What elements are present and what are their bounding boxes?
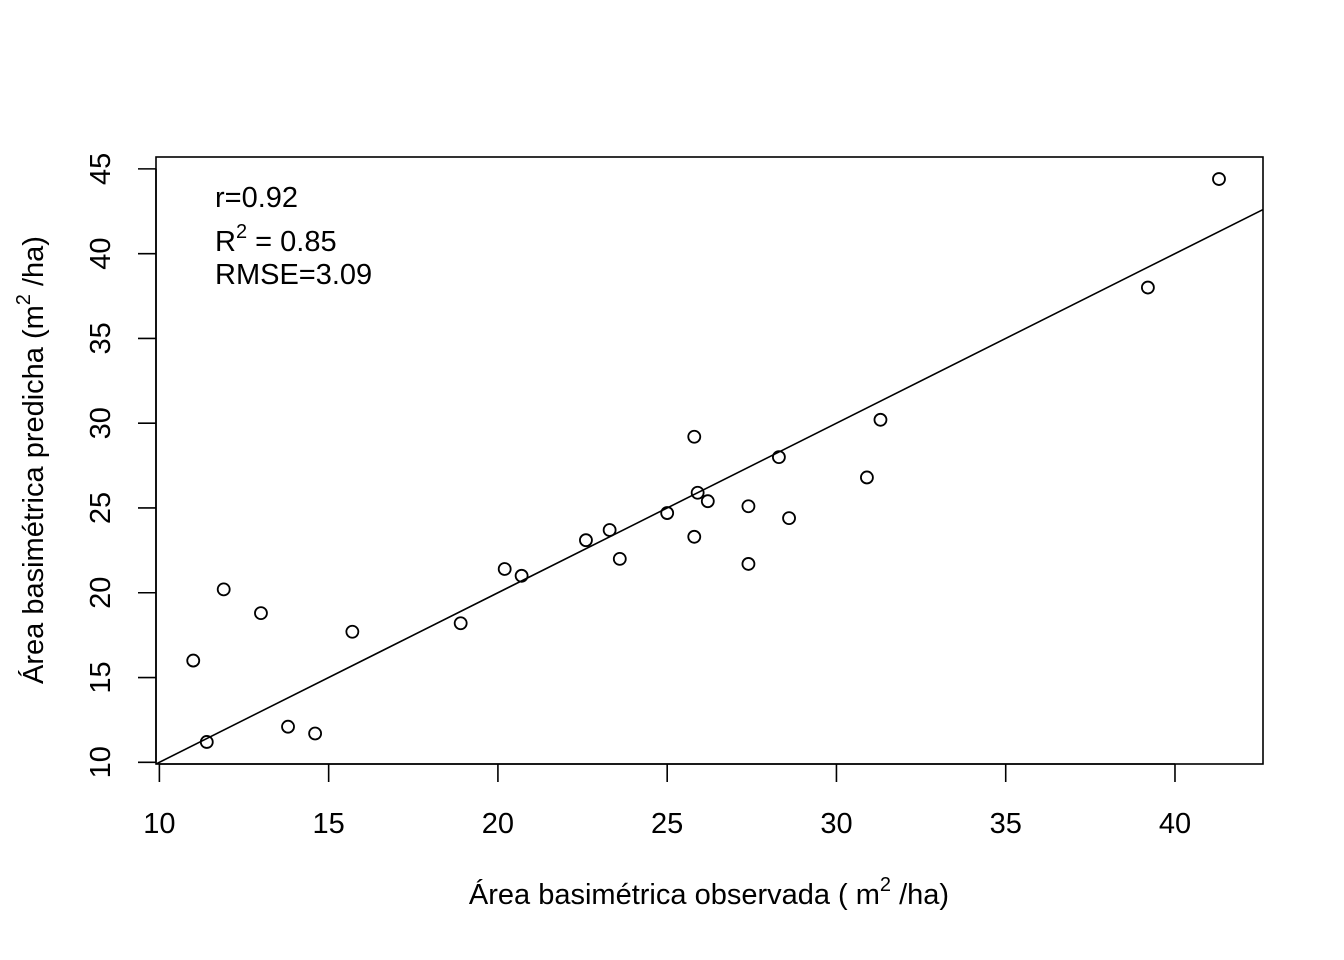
data-point [497,562,512,576]
fit-line [155,208,1264,765]
y-tick-label: 30 [85,407,117,439]
y-axis: 10 15 20 25 30 35 40 45 [85,153,157,778]
x-tick-label: 10 [143,808,175,840]
data-points [186,172,1226,749]
data-point [687,529,702,544]
x-axis-title-prefix: Área basimétrica observada ( m [469,878,880,911]
x-tick-label: 35 [990,808,1022,840]
annotation-r2-value: = 0.85 [247,226,337,258]
data-point [782,511,796,526]
annotation-rmse: RMSE=3.09 [215,259,372,291]
data-point [216,582,231,597]
y-axis-title-suffix: /ha) [18,236,50,294]
data-point [612,551,627,566]
annotation-r2-sup: 2 [236,221,247,243]
data-point [660,506,675,520]
data-point [602,523,617,537]
data-point [860,470,874,485]
data-point [873,412,888,427]
annotation-r2-base: R [215,226,236,258]
x-tick-label: 25 [651,808,683,840]
data-point [281,719,295,734]
y-tick-label: 35 [85,322,117,354]
data-point [186,653,201,668]
data-point [199,735,214,749]
x-tick-label: 40 [1159,808,1191,840]
y-tick-label: 15 [85,661,117,693]
data-point [254,606,268,620]
data-point [1212,172,1226,186]
y-axis-title: Área basimétrica predicha (m2 /ha) [13,236,50,684]
y-tick-label: 10 [85,746,117,778]
data-point [1140,280,1155,295]
y-tick-label: 45 [85,153,117,185]
annotation-r: r=0.92 [215,182,298,214]
x-axis-title-suffix: /ha) [891,879,949,911]
y-axis-title-sup: 2 [13,294,35,305]
data-point [741,499,756,514]
y-tick-label: 25 [85,492,117,524]
x-tick-label: 15 [313,808,345,840]
data-point [771,450,786,465]
x-axis: 10 15 20 25 30 35 40 [143,763,1191,840]
data-point [345,624,360,639]
x-axis-title-sup: 2 [880,874,891,896]
data-point [514,568,529,583]
data-point [700,494,715,509]
x-axis-title: Área basimétrica observada ( m2 /ha) [469,874,949,911]
data-point [579,533,593,548]
data-point [453,616,468,631]
annotation-r2: R2 = 0.85 [215,221,337,258]
data-point [687,429,702,444]
data-point [741,557,756,571]
data-point [308,726,323,741]
y-tick-label: 40 [85,238,117,270]
y-tick-label: 20 [85,577,117,609]
data-point [690,485,705,500]
x-tick-label: 30 [820,808,852,840]
y-axis-title-prefix: Área basimétrica predicha (m [17,305,50,684]
x-tick-label: 20 [482,808,514,840]
